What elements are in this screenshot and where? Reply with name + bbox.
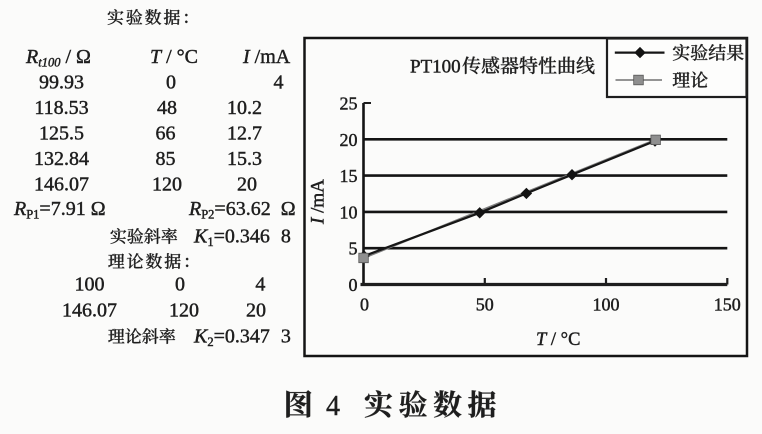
svg-text:I /mA: I /mA bbox=[308, 179, 329, 225]
svg-text:4: 4 bbox=[326, 391, 340, 422]
svg-text:10.2: 10.2 bbox=[227, 97, 262, 119]
svg-text:25: 25 bbox=[340, 94, 358, 114]
svg-text:50: 50 bbox=[476, 295, 494, 315]
svg-text:10: 10 bbox=[340, 202, 358, 222]
svg-text:20: 20 bbox=[246, 300, 266, 322]
svg-text:100: 100 bbox=[75, 274, 105, 296]
svg-text:0: 0 bbox=[166, 72, 176, 94]
svg-text:99.93: 99.93 bbox=[39, 72, 84, 94]
svg-text:0: 0 bbox=[360, 295, 369, 315]
svg-text:I /mA: I /mA bbox=[242, 46, 291, 68]
svg-text:4: 4 bbox=[255, 274, 265, 296]
svg-text:48: 48 bbox=[157, 97, 177, 119]
svg-text:15.3: 15.3 bbox=[227, 148, 262, 170]
svg-text:100: 100 bbox=[593, 295, 620, 315]
svg-text:118.53: 118.53 bbox=[34, 97, 88, 119]
svg-text:5: 5 bbox=[349, 239, 358, 259]
svg-text:120: 120 bbox=[169, 300, 199, 322]
svg-text:125.5: 125.5 bbox=[39, 123, 84, 145]
svg-text:RP1=7.91 Ω: RP1=7.91 Ω bbox=[13, 198, 106, 222]
svg-text:150: 150 bbox=[714, 295, 741, 315]
svg-text:146.07: 146.07 bbox=[34, 174, 89, 196]
svg-text:Rt100 / Ω: Rt100 / Ω bbox=[25, 46, 91, 70]
svg-text:146.07: 146.07 bbox=[62, 300, 117, 322]
svg-text:RP2=63.62 Ω: RP2=63.62 Ω bbox=[188, 198, 296, 222]
svg-text:12.7: 12.7 bbox=[227, 123, 262, 145]
svg-text:132.84: 132.84 bbox=[34, 148, 89, 170]
svg-text:PT100: PT100 bbox=[410, 57, 461, 78]
svg-text:66: 66 bbox=[156, 123, 176, 145]
svg-text:4: 4 bbox=[274, 72, 284, 94]
svg-text:T / °C: T / °C bbox=[536, 330, 580, 350]
svg-text:0: 0 bbox=[349, 275, 358, 295]
svg-text:15: 15 bbox=[340, 166, 358, 186]
svg-text:85: 85 bbox=[156, 148, 176, 170]
svg-text:120: 120 bbox=[152, 174, 182, 196]
svg-text:0: 0 bbox=[175, 274, 185, 296]
svg-text:T / °C: T / °C bbox=[150, 46, 198, 68]
svg-text:20: 20 bbox=[237, 174, 257, 196]
svg-text:20: 20 bbox=[340, 130, 358, 150]
